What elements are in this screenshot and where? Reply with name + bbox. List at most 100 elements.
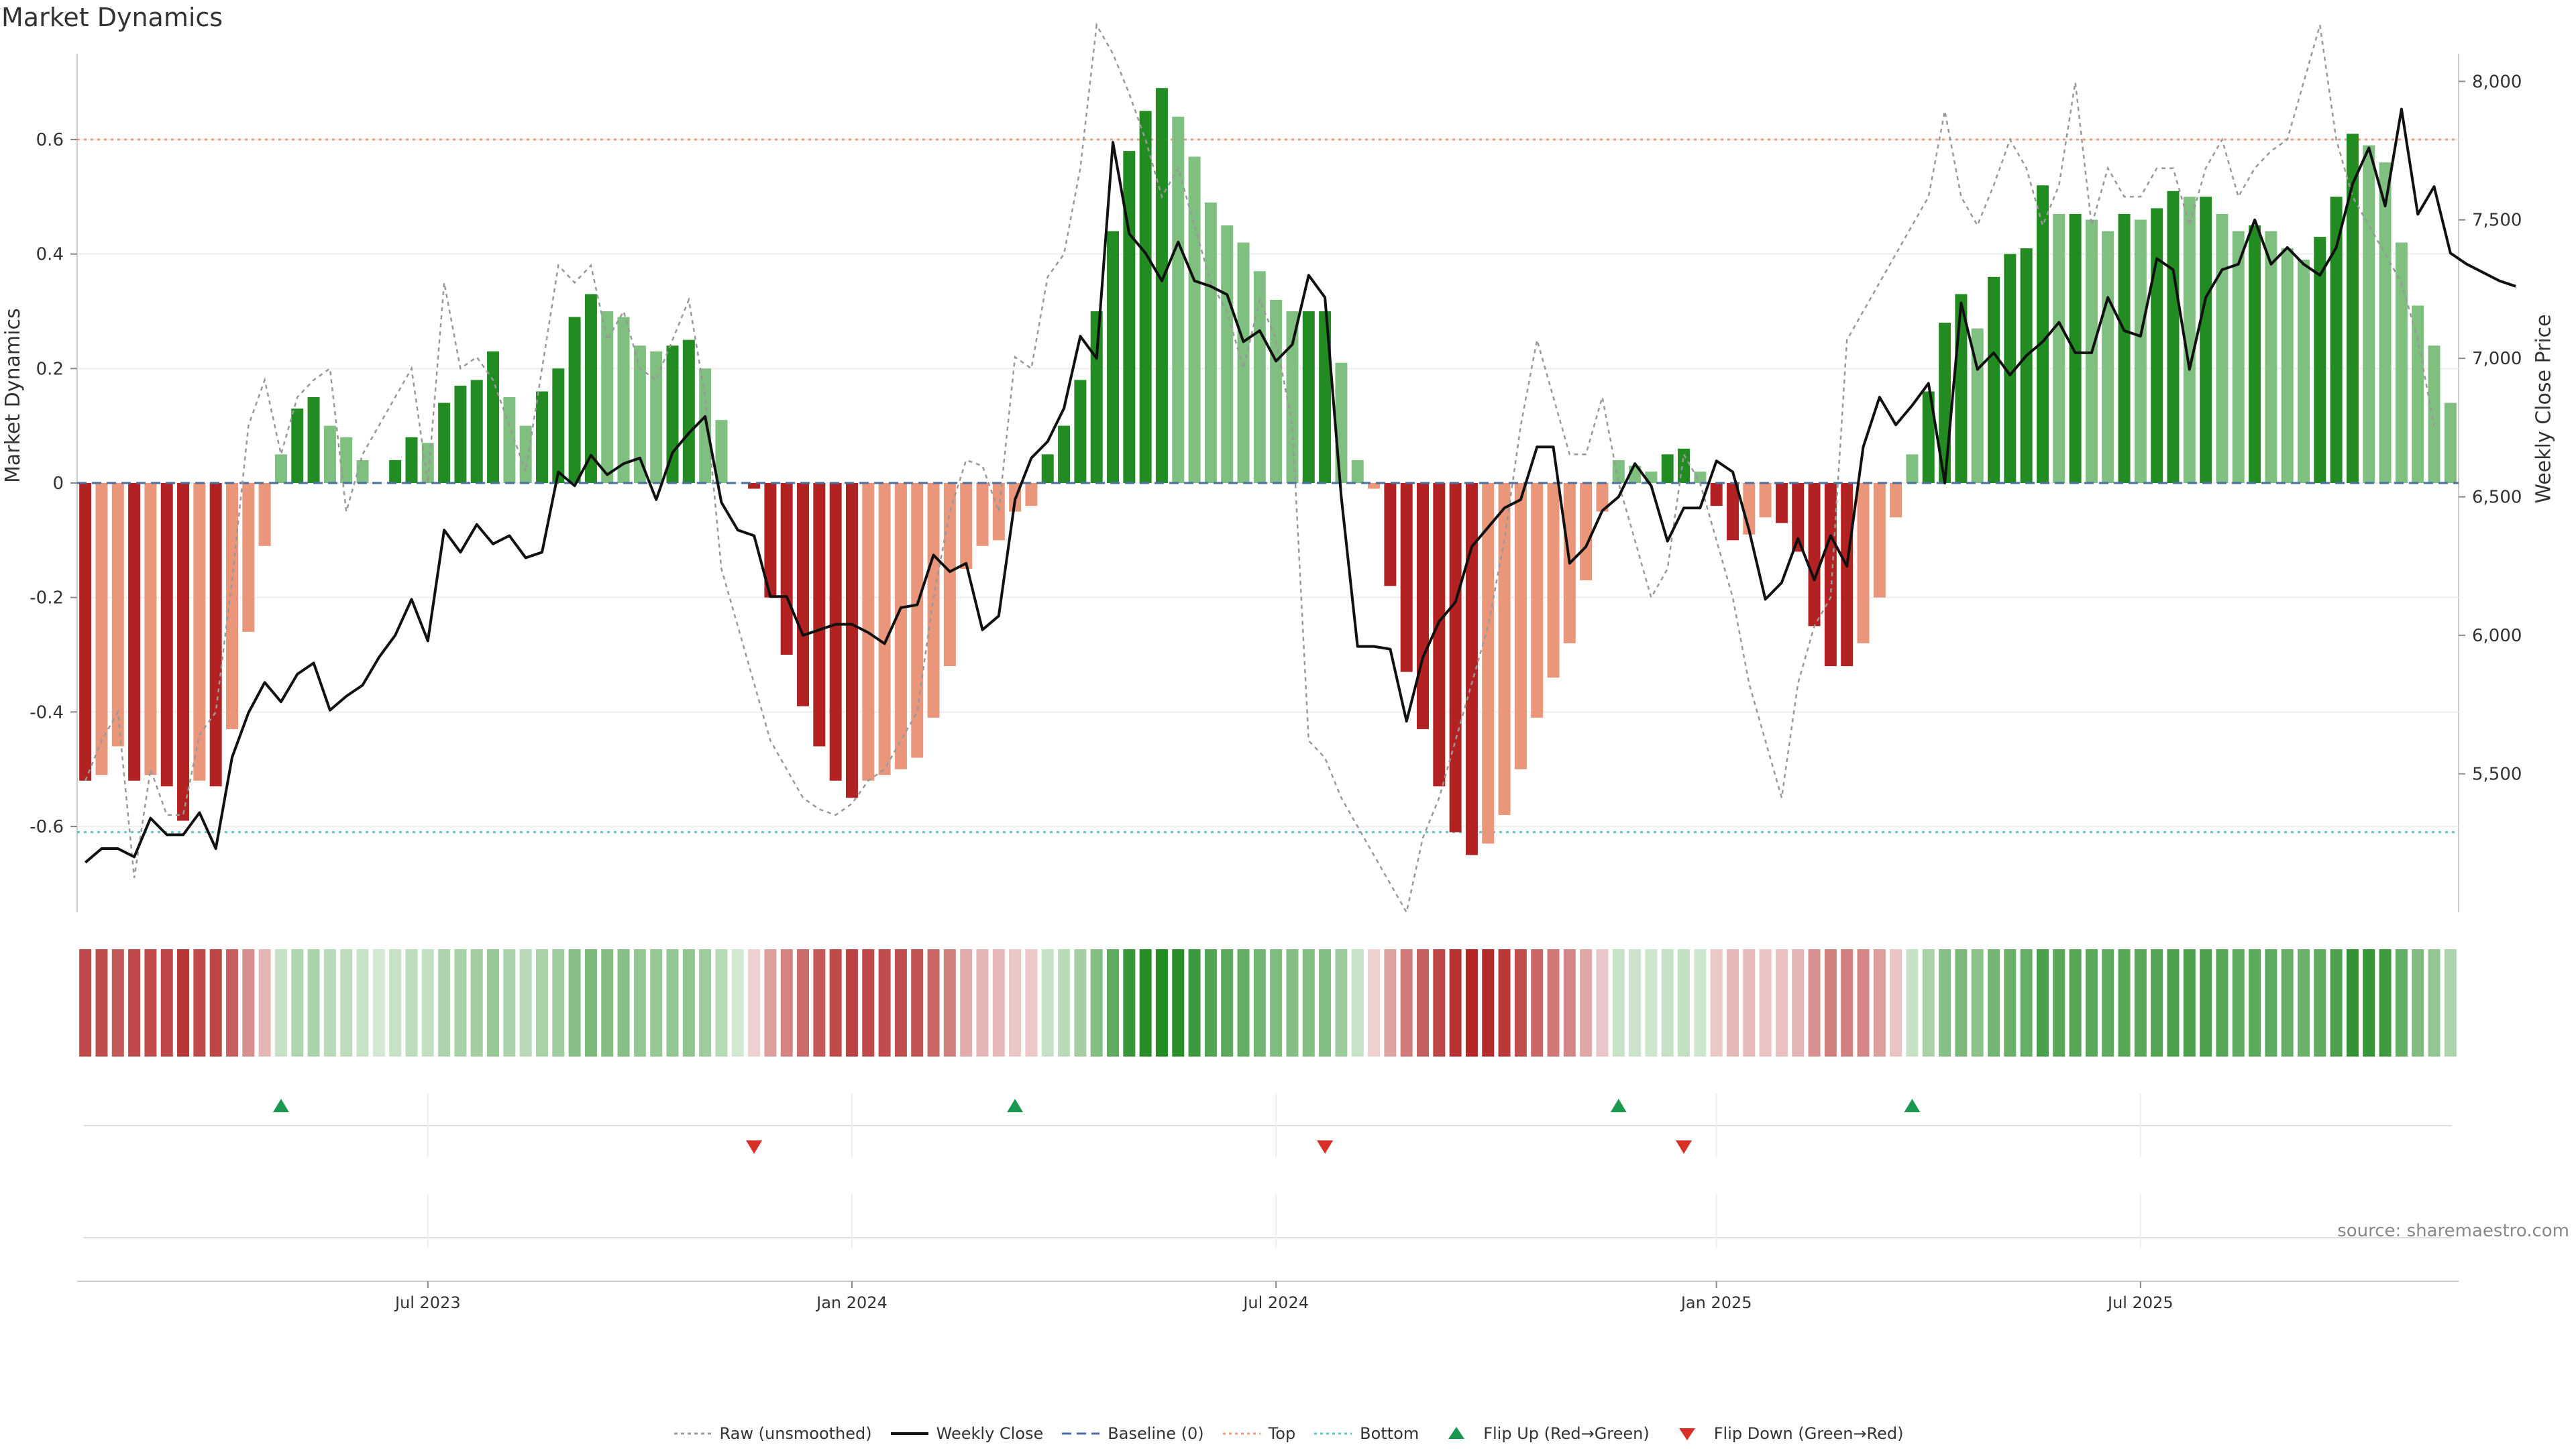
legend-label: Raw (unsmoothed) [719, 1424, 872, 1443]
heat-strip-cell [2004, 949, 2017, 1057]
heat-strip-cell [2085, 949, 2098, 1057]
heat-strip-cell [1808, 949, 1821, 1057]
flip-up-marker [1610, 1099, 1627, 1112]
heat-strip-cell [1890, 949, 1902, 1057]
heat-strip-cell [1025, 949, 1038, 1057]
dynamics-bar [2216, 213, 2229, 483]
heat-strip-cell [1678, 949, 1690, 1057]
heat-strip-cell [144, 949, 157, 1057]
dynamics-bar [894, 483, 907, 769]
heat-strip-cell [372, 949, 385, 1057]
dynamics-bar [1237, 242, 1250, 483]
dynamics-bar [1172, 116, 1185, 483]
heat-strip-cell [1775, 949, 1788, 1057]
heat-strip-cell [405, 949, 418, 1057]
dynamics-bar [1433, 483, 1446, 787]
heat-strip-cell [584, 949, 597, 1057]
legend-swatch-baseline [1062, 1432, 1100, 1435]
dynamics-bar [1188, 156, 1201, 483]
dynamics-bar [144, 483, 157, 775]
heat-strip-cell [943, 949, 956, 1057]
heat-strip-cell [2265, 949, 2277, 1057]
heat-strip-cell [1988, 949, 2000, 1057]
heat-strip-cell [2200, 949, 2212, 1057]
legend-item-top: Top [1222, 1424, 1295, 1443]
heat-strip-cell [128, 949, 141, 1057]
heat-strip-cell [2314, 949, 2326, 1057]
heat-strip-cell [992, 949, 1005, 1057]
dynamics-bar [813, 483, 826, 747]
heat-strip-cell [1188, 949, 1201, 1057]
dynamics-bar [1792, 483, 1805, 552]
dynamics-bar [568, 317, 581, 483]
heat-strip-cell [1416, 949, 1429, 1057]
dynamics-bar [2346, 133, 2359, 483]
right-tick-label: 5,500 [2472, 765, 2522, 785]
heat-strip-cell [764, 949, 777, 1057]
dynamics-bar [160, 483, 173, 787]
heat-strip-cell [1482, 949, 1495, 1057]
flip-up-marker [1904, 1099, 1921, 1112]
heat-strip-cell [1041, 949, 1054, 1057]
dynamics-bar [2412, 305, 2424, 483]
heat-strip-cell [487, 949, 500, 1057]
dynamics-bar [2200, 197, 2212, 483]
dynamics-bar [258, 483, 271, 546]
legend-item-baseline: Baseline (0) [1061, 1424, 1204, 1443]
heat-strip-cell [503, 949, 516, 1057]
dynamics-bar [1351, 460, 1364, 483]
dynamics-bar [2151, 208, 2163, 483]
right-tick-label: 7,000 [2472, 349, 2522, 369]
heat-strip-cell [438, 949, 451, 1057]
heat-strip-cell [258, 949, 271, 1057]
dynamics-bar [1074, 380, 1087, 483]
dynamics-bar [2134, 219, 2147, 483]
dynamics-bar [1710, 483, 1723, 506]
heat-strip-cell [1465, 949, 1478, 1057]
legend-item-raw: Raw (unsmoothed) [673, 1424, 872, 1443]
legend-item-bottom: Bottom [1313, 1424, 1419, 1443]
dynamics-bar [1335, 362, 1348, 483]
dynamics-bar [1498, 483, 1511, 815]
dynamics-bar [487, 351, 500, 483]
dynamics-bar [2298, 260, 2310, 483]
heat-strip-cell [617, 949, 630, 1057]
right-tick-label: 6,500 [2472, 488, 2522, 508]
flip-down-marker [1317, 1140, 1334, 1154]
heat-strip-cell [95, 949, 108, 1057]
dynamics-bar [177, 483, 190, 821]
chart-legend: Raw (unsmoothed) Weekly Close Baseline (0)… [0, 1422, 2576, 1445]
heat-strip-cell [1759, 949, 1772, 1057]
dynamics-bar [209, 483, 222, 787]
raw-series-line [85, 22, 2435, 915]
heat-strip-cell [1221, 949, 1234, 1057]
dynamics-bar [519, 425, 532, 483]
legend-swatch-bottom [1314, 1432, 1352, 1435]
dynamics-bar [1661, 454, 1674, 483]
heat-strip-cell [2167, 949, 2180, 1057]
heat-strip-cell [1123, 949, 1136, 1057]
dynamics-bar [1726, 483, 1739, 541]
dynamics-bar [2053, 213, 2065, 483]
legend-item-close: Weekly Close [890, 1424, 1043, 1443]
heat-strip-cell [927, 949, 940, 1057]
dynamics-bar [405, 437, 418, 483]
dynamics-bar [1221, 225, 1234, 483]
dynamics-bar [2265, 231, 2277, 483]
heat-strip-cell [1955, 949, 1968, 1057]
heat-strip-cell [1384, 949, 1397, 1057]
left-tick-label: 0.6 [36, 130, 64, 150]
heat-strip-cell [1743, 949, 1756, 1057]
heat-strip-cell [1873, 949, 1886, 1057]
dynamics-bar [438, 402, 451, 483]
heat-strip-cell [2444, 949, 2457, 1057]
dynamics-bar [2281, 248, 2294, 483]
dynamics-bar [2330, 197, 2343, 483]
heat-strip-cell [715, 949, 728, 1057]
dynamics-bar [2444, 402, 2457, 483]
heat-strip-cell [894, 949, 907, 1057]
heat-strip-cell [682, 949, 695, 1057]
dynamics-bar [1319, 311, 1332, 483]
heat-strip-cell [1009, 949, 1022, 1057]
heat-strip-cell [2102, 949, 2114, 1057]
